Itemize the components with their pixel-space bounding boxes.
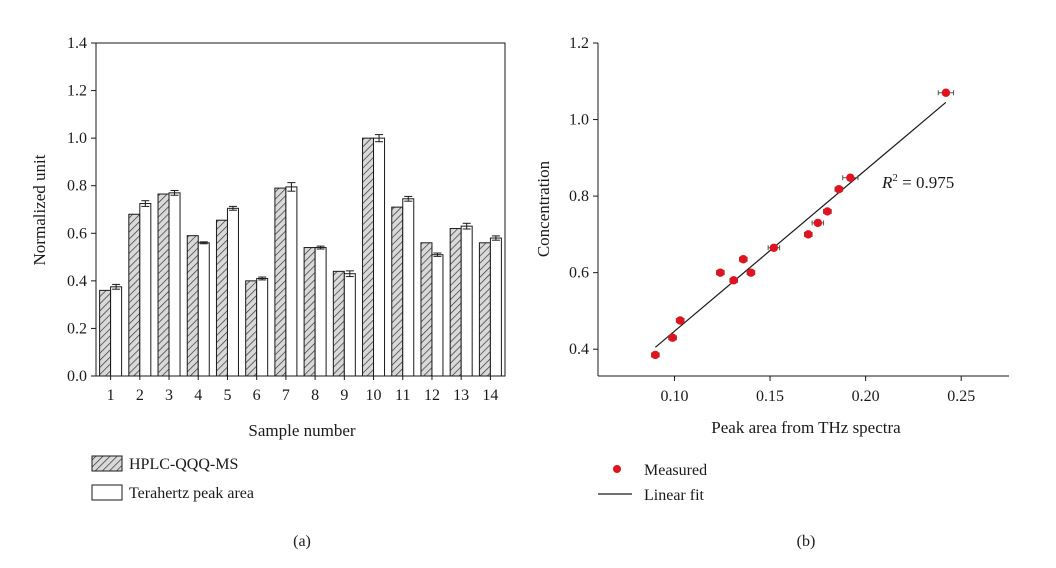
a-bar-hplc [449, 228, 462, 377]
b-data-point [739, 255, 748, 264]
a-y-tick-label: 0.0 [67, 368, 87, 385]
b-y-tick-label: 1.2 [569, 35, 589, 52]
b-legend-label-measured: Measured [644, 462, 707, 479]
a-axes: 0.00.20.40.60.81.01.21.41 2 3 4 5 6 7 8 9 10 11 12 1… [67, 35, 506, 404]
b-data-point [668, 333, 677, 342]
b-data-point [676, 316, 685, 325]
a-y-tick-label: 0.4 [67, 273, 87, 290]
a-bar-hplc [157, 193, 170, 377]
a-x-axis-label: Sample number [248, 421, 356, 440]
b-x-axis-label: Peak area from THz spectra [711, 418, 901, 437]
a-bar-thz [343, 273, 356, 377]
a-x-tick-label: 11 [395, 387, 410, 404]
a-x-tick-label: 13 [453, 387, 469, 404]
a-y-axis-label: Normalized unit [30, 154, 49, 265]
a-x-tick-label: 9 [340, 387, 348, 404]
b-x-tick-label: 0.15 [756, 388, 784, 405]
b-x-tick-label: 0.10 [660, 388, 688, 405]
b-legend-label-fit: Linear fit [644, 487, 705, 504]
a-bar-hplc [274, 187, 287, 377]
bar-chart-panel: 0.00.20.40.60.81.01.21.41 2 3 4 5 6 7 8 9 10 11 12 1… [30, 35, 506, 550]
a-x-tick-label: 6 [253, 387, 261, 404]
a-legend-label-hplc: HPLC-QQQ-MS [129, 456, 238, 473]
a-x-tick-label: 10 [366, 387, 382, 404]
a-bar-hplc [186, 235, 199, 377]
a-bar-hplc [362, 137, 375, 377]
b-points [651, 88, 955, 360]
a-bar-thz [139, 203, 152, 377]
b-y-tick-label: 0.8 [569, 188, 589, 205]
a-bar-hplc [303, 247, 316, 377]
b-data-point [769, 243, 779, 252]
b-fit-line [654, 101, 947, 348]
a-y-tick-label: 1.2 [67, 83, 87, 100]
a-bar-thz [110, 286, 123, 377]
a-y-tick-label: 1.0 [67, 130, 87, 147]
a-bar-hplc [391, 206, 404, 377]
a-bar-thz [168, 192, 181, 377]
b-panel-label: (b) [797, 533, 816, 550]
a-bar-thz [489, 237, 502, 377]
a-panel-label: (a) [293, 533, 311, 550]
a-bar-thz [256, 277, 269, 377]
a-x-tick-label: 2 [136, 387, 144, 404]
a-bar-thz [285, 186, 298, 377]
b-data-point [729, 276, 738, 285]
a-bar-thz [402, 198, 415, 377]
a-legend-swatch-thz [91, 484, 123, 501]
a-legend-swatch-hplc [91, 455, 123, 472]
b-y-axis-label: Concentration [534, 160, 553, 257]
a-bar-hplc [215, 219, 228, 377]
b-data-point [823, 207, 832, 216]
b-data-point [813, 218, 823, 228]
b-x-tick-label: 0.20 [852, 388, 880, 405]
a-bars [99, 134, 502, 377]
b-data-point [651, 350, 660, 360]
a-bar-hplc [332, 270, 345, 377]
b-y-tick-label: 0.6 [569, 265, 589, 282]
a-bar-hplc [128, 213, 141, 377]
b-legend-marker-measured [613, 465, 621, 473]
a-y-tick-label: 1.4 [67, 35, 87, 52]
a-bar-thz [431, 254, 444, 377]
b-axes: 0.4 0.6 0.8 1.0 1.2 0.10 0.15 0.20 0.25 [569, 35, 1009, 405]
b-y-tick-label: 0.4 [569, 341, 589, 358]
b-data-point [804, 230, 813, 239]
a-x-tick-label: 8 [311, 387, 319, 404]
scatter-chart-panel: 0.4 0.6 0.8 1.0 1.2 0.10 0.15 0.20 0.25 R2 = 0.9… [534, 35, 1009, 550]
a-bar-hplc [420, 242, 433, 377]
a-y-tick-label: 0.8 [67, 178, 87, 195]
b-data-point [834, 185, 844, 194]
b-y-tick-label: 1.0 [569, 112, 589, 129]
a-x-tick-label: 12 [424, 387, 440, 404]
b-fit-layer [654, 101, 947, 348]
a-x-tick-label: 5 [223, 387, 231, 404]
a-y-tick-label: 0.2 [67, 320, 87, 337]
b-data-point [941, 88, 951, 97]
b-x-tick-label: 0.25 [947, 388, 975, 405]
b-data-point [846, 173, 855, 182]
a-x-tick-label: 1 [107, 387, 115, 404]
a-bar-hplc [245, 280, 258, 377]
b-data-point [746, 268, 756, 277]
a-y-tick-label: 0.6 [67, 225, 87, 242]
b-data-point [716, 268, 725, 277]
a-bar-hplc [478, 242, 491, 377]
a-bar-thz [226, 207, 239, 377]
a-x-tick-label: 14 [482, 387, 498, 404]
b-annotation: R2 = 0.975 [881, 172, 954, 192]
a-bar-hplc [99, 289, 112, 377]
a-bar-thz [314, 247, 327, 377]
a-plot-frame [95, 42, 506, 377]
a-legend-label-thz: Terahertz peak area [129, 485, 254, 502]
a-bar-thz [460, 225, 473, 377]
a-x-tick-label: 3 [165, 387, 173, 404]
a-bar-thz [197, 242, 210, 377]
a-x-tick-label: 7 [282, 387, 290, 404]
a-x-tick-label: 4 [194, 387, 202, 404]
a-bar-thz [373, 137, 386, 377]
